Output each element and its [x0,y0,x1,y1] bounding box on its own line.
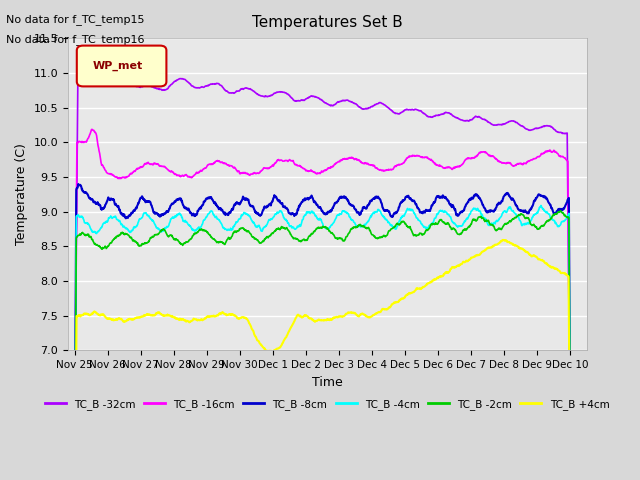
X-axis label: Time: Time [312,376,343,389]
Title: Temperatures Set B: Temperatures Set B [252,15,403,30]
Legend: TC_B -32cm, TC_B -16cm, TC_B -8cm, TC_B -4cm, TC_B -2cm, TC_B +4cm: TC_B -32cm, TC_B -16cm, TC_B -8cm, TC_B … [41,395,614,414]
Text: No data for f_TC_temp16: No data for f_TC_temp16 [6,34,145,45]
Text: No data for f_TC_temp15: No data for f_TC_temp15 [6,14,145,25]
Text: WP_met: WP_met [93,60,143,71]
Y-axis label: Temperature (C): Temperature (C) [15,144,28,245]
